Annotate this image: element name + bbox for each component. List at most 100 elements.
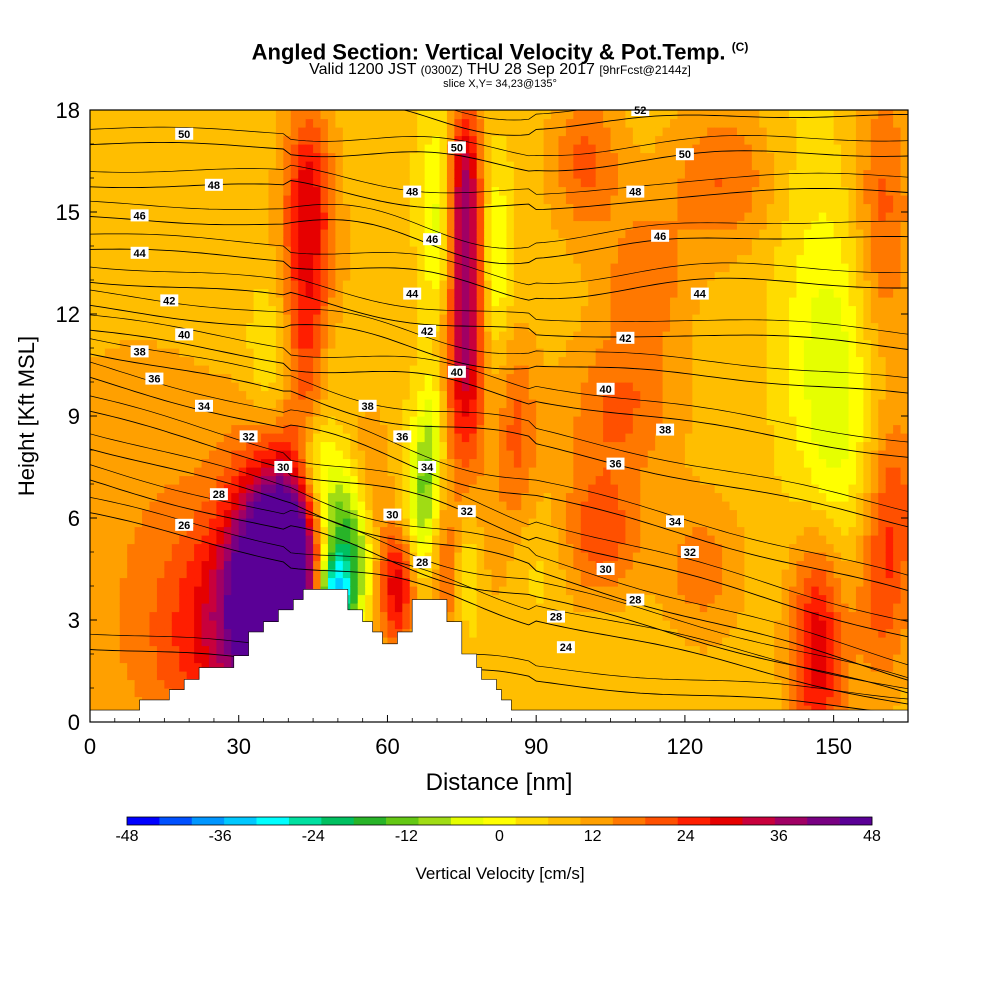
heat-cell xyxy=(536,280,545,290)
heat-cell xyxy=(127,390,136,400)
heat-cell xyxy=(97,424,106,434)
heat-cell xyxy=(320,127,329,137)
heat-cell xyxy=(216,110,225,120)
heat-cell xyxy=(298,441,307,451)
heat-cell xyxy=(446,110,455,120)
heat-cell xyxy=(543,322,552,332)
heat-cell xyxy=(238,424,247,434)
heat-cell xyxy=(290,144,299,154)
heat-cell xyxy=(580,127,589,137)
heat-cell xyxy=(506,637,515,647)
heat-cell xyxy=(595,407,604,417)
heat-cell xyxy=(365,288,374,298)
heat-cell xyxy=(164,152,173,162)
heat-cell xyxy=(454,195,463,205)
heat-cell xyxy=(268,237,277,247)
heat-cell xyxy=(342,322,351,332)
heat-cell xyxy=(90,271,99,281)
heat-cell xyxy=(164,526,173,536)
heat-cell xyxy=(580,399,589,409)
heat-cell xyxy=(528,271,537,281)
heat-cell xyxy=(469,475,478,485)
heat-cell xyxy=(491,407,500,417)
heat-cell xyxy=(588,373,597,383)
heat-cell xyxy=(208,501,218,511)
heat-cell xyxy=(208,518,218,528)
heat-cell xyxy=(290,127,299,137)
heat-cell xyxy=(402,586,411,596)
heat-cell xyxy=(290,569,299,579)
heat-cell xyxy=(216,331,225,341)
heat-cell xyxy=(112,288,121,298)
heat-cell xyxy=(261,441,270,451)
heat-cell xyxy=(142,688,151,698)
heat-cell xyxy=(350,441,359,451)
heat-cell xyxy=(149,560,158,570)
heat-cell xyxy=(104,382,113,392)
heat-cell xyxy=(588,161,597,171)
heat-cell xyxy=(432,373,441,383)
heat-cell xyxy=(595,169,604,179)
heat-cell xyxy=(521,203,530,213)
heat-cell xyxy=(402,246,411,256)
heat-cell xyxy=(104,535,113,545)
heat-cell xyxy=(142,560,151,570)
heat-cell xyxy=(238,603,247,613)
heat-cell xyxy=(409,297,418,307)
heat-cell xyxy=(476,186,485,196)
heat-cell xyxy=(491,492,500,502)
heat-cell xyxy=(380,441,389,451)
heat-cell xyxy=(476,118,485,128)
heat-cell xyxy=(394,220,403,230)
heat-cell xyxy=(238,526,247,536)
heat-cell xyxy=(179,237,188,247)
heat-cell xyxy=(432,424,441,434)
heat-cell xyxy=(208,382,218,392)
heat-cell xyxy=(394,484,403,494)
heat-cell xyxy=(424,305,433,315)
heat-cell xyxy=(528,348,537,358)
heat-cell xyxy=(499,552,508,562)
heat-cell xyxy=(551,424,560,434)
heat-cell xyxy=(186,662,195,672)
heat-cell xyxy=(603,501,612,511)
heat-cell xyxy=(313,356,322,366)
heat-cell xyxy=(194,433,203,443)
heat-cell xyxy=(194,280,203,290)
heat-cell xyxy=(394,280,403,290)
heat-cell xyxy=(424,535,433,545)
heat-cell xyxy=(156,535,165,545)
heat-cell xyxy=(313,569,322,579)
heat-cell xyxy=(320,220,329,230)
heat-cell xyxy=(439,407,448,417)
heat-cell xyxy=(543,356,552,366)
heat-cell xyxy=(513,509,522,519)
heat-cell xyxy=(491,424,500,434)
heat-cell xyxy=(134,594,143,604)
heat-cell xyxy=(90,373,99,383)
heat-cell xyxy=(357,135,366,145)
heat-cell xyxy=(134,637,143,647)
heat-cell xyxy=(603,594,612,604)
heat-cell xyxy=(164,433,173,443)
heat-cell xyxy=(454,433,463,443)
heat-cell xyxy=(335,254,344,264)
heat-cell xyxy=(104,696,113,706)
heat-cell xyxy=(149,356,158,366)
heat-cell xyxy=(387,127,396,137)
heat-cell xyxy=(528,569,537,579)
heat-cell xyxy=(536,662,545,672)
heat-cell xyxy=(394,569,403,579)
heat-cell xyxy=(365,271,374,281)
heat-cell xyxy=(521,127,530,137)
heat-cell xyxy=(208,433,218,443)
heat-cell xyxy=(513,263,522,273)
heat-cell xyxy=(261,416,270,426)
heat-cell xyxy=(119,467,128,477)
heat-cell xyxy=(283,144,292,154)
heat-cell xyxy=(275,212,284,222)
heat-cell xyxy=(223,382,232,392)
heat-cell xyxy=(305,569,314,579)
heat-cell xyxy=(409,475,418,485)
heat-cell xyxy=(402,501,411,511)
